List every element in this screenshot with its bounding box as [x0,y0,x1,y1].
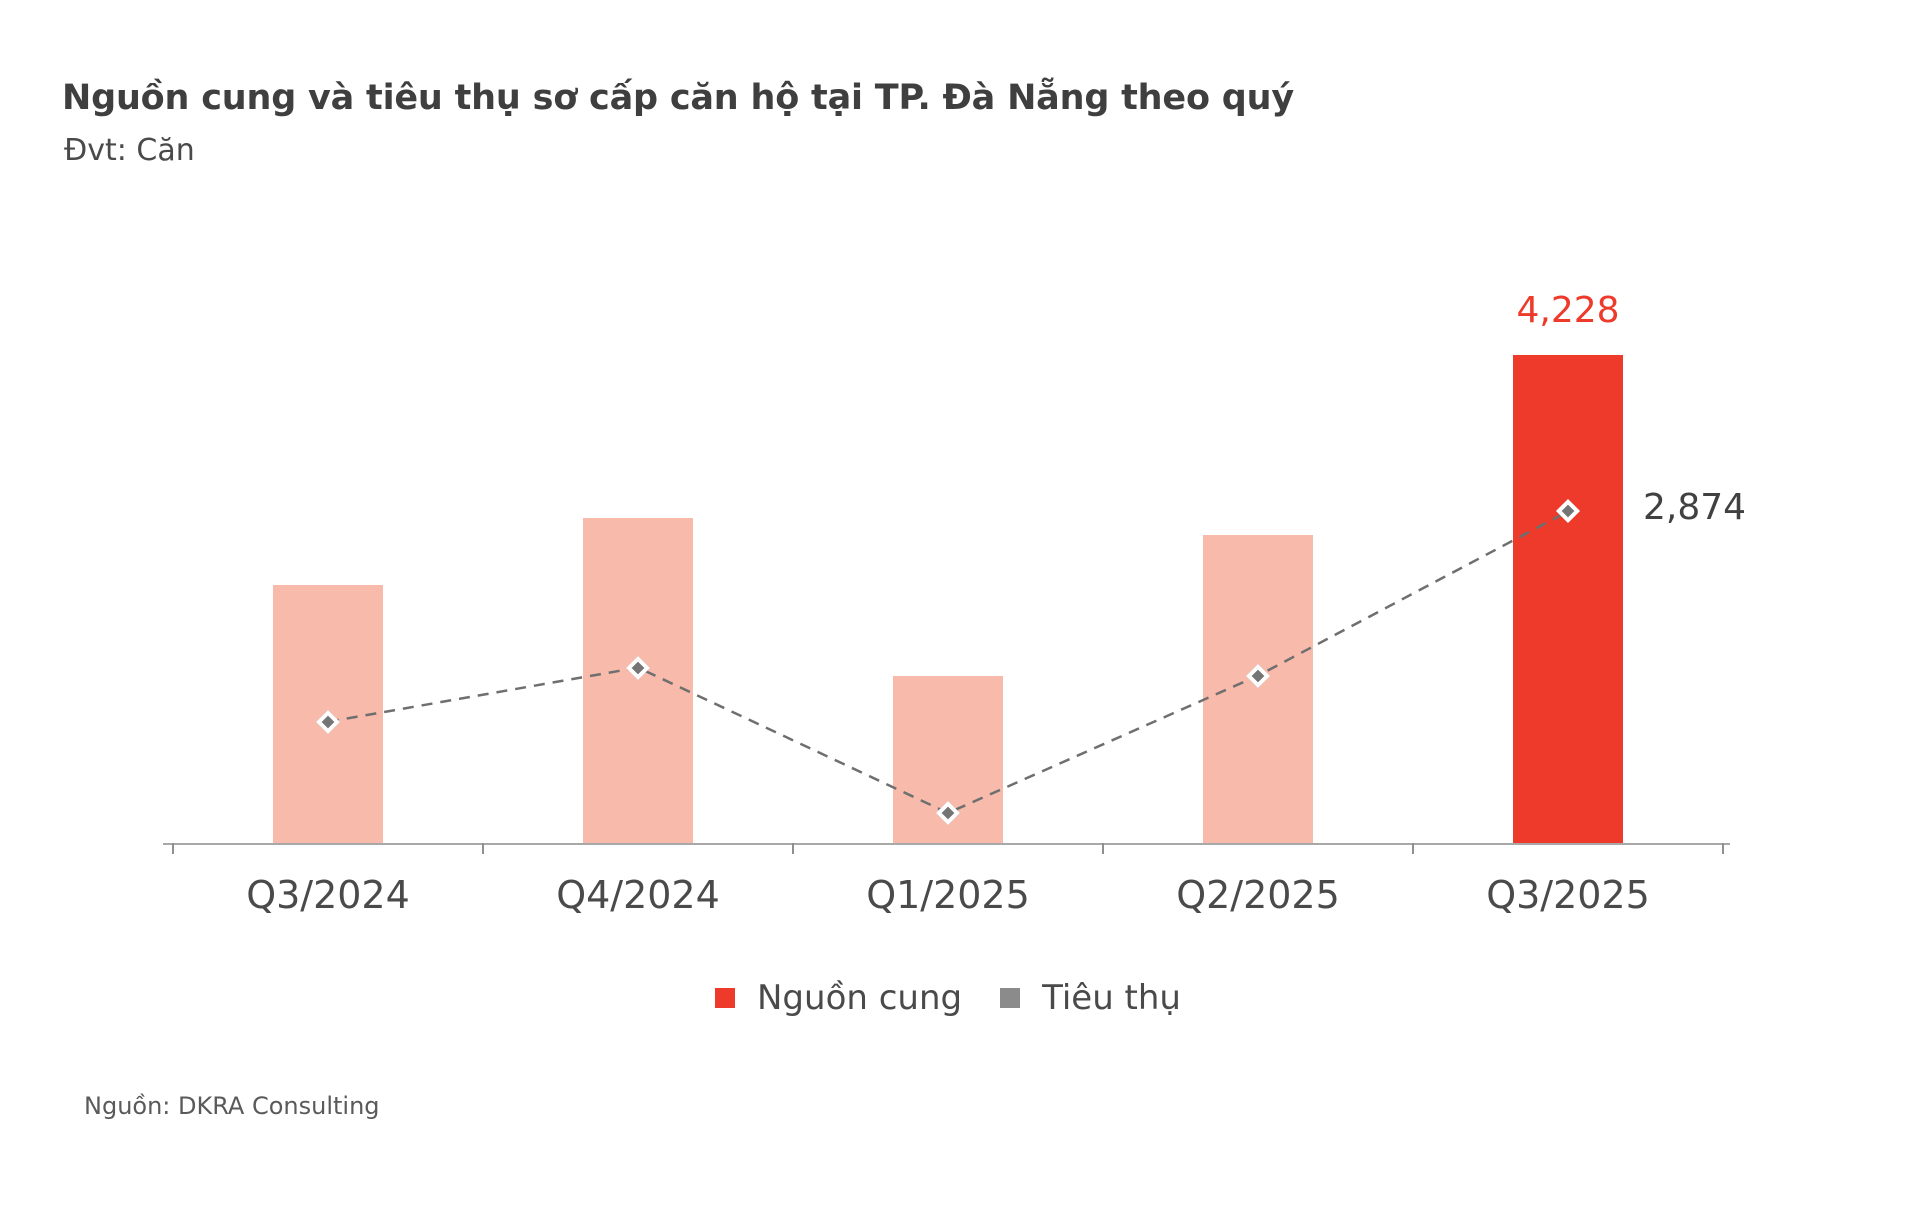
x-axis-tick [1102,843,1104,854]
legend-label-supply: Nguồn cung [757,978,963,1018]
legend-label-consumption: Tiêu thụ [1042,978,1181,1018]
x-axis-label: Q1/2025 [866,873,1030,917]
chart-title: Nguồn cung và tiêu thụ sơ cấp căn hộ tại… [62,78,1294,118]
bar-q2-2025 [1203,534,1313,843]
supply-swatch-icon [715,988,735,1008]
x-axis-label: Q3/2024 [246,873,410,917]
legend-item-supply: Nguồn cung [715,978,962,1018]
consumption-value-label: 2,874 [1643,487,1747,528]
consumption-dashed-line [327,510,1569,815]
x-axis-label: Q4/2024 [556,873,720,917]
legend-item-consumption: Tiêu thụ [1000,978,1181,1018]
consumption-swatch-icon [1000,988,1021,1008]
chart-unit-label: Đvt: Căn [64,133,195,168]
x-axis-tick [1412,843,1414,854]
x-axis-label: Q3/2025 [1486,873,1650,917]
chart-legend: Nguồn cung Tiêu thụ [173,978,1723,1018]
source-note: Nguồn: DKRA Consulting [84,1092,380,1120]
bar-q3-2025 [1513,355,1623,843]
supply-value-label: 4,228 [1516,290,1620,331]
x-axis-label: Q2/2025 [1176,873,1340,917]
x-axis-tick [1722,843,1724,854]
bar-q4-2024 [583,517,693,843]
x-axis-tick [172,843,174,854]
x-axis-tick [482,843,484,854]
x-axis-tick [792,843,794,854]
x-axis-line [163,843,1730,845]
plot-area: Q3/2024 Q4/2024 Q1/2025 Q2/2025 Q3/2025 4,228… [163,243,1746,917]
